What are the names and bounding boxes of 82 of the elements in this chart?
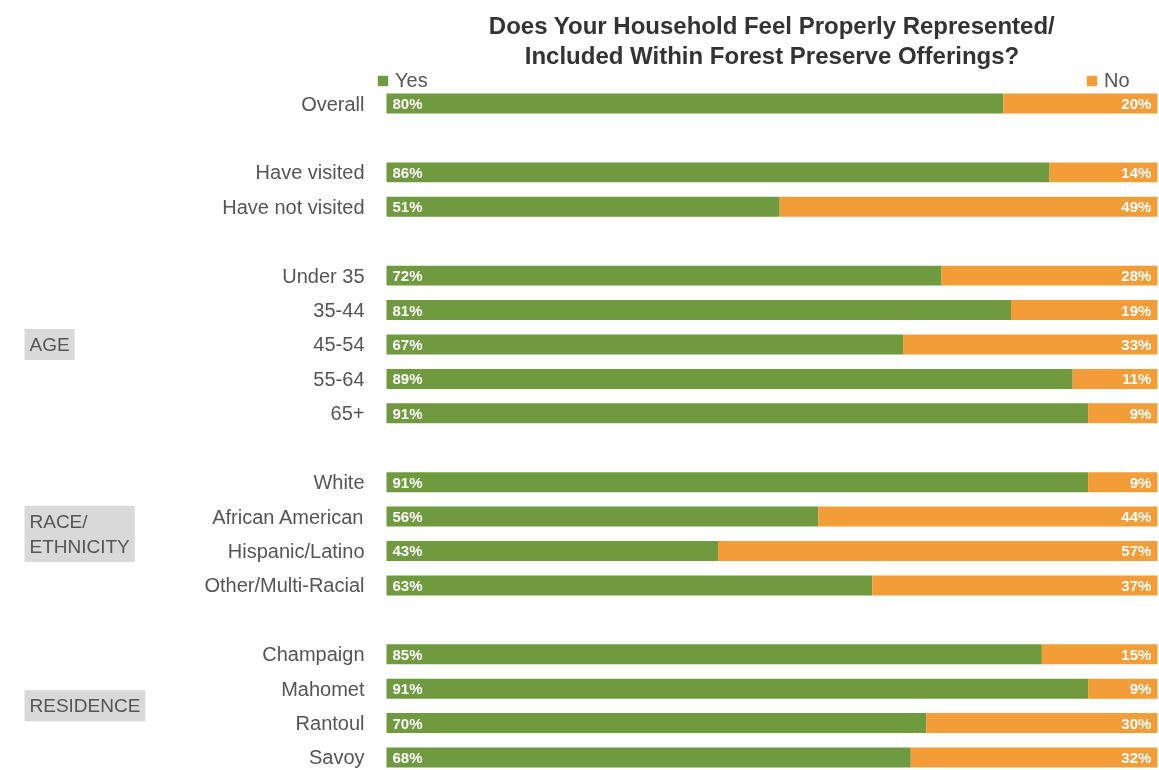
bar [386,93,1004,114]
data-label: 91% [392,404,423,422]
y-tick-label: Other/Multi-Racial [204,574,365,597]
bar [903,334,1158,355]
bar [386,300,1012,321]
text: AGE [29,333,70,355]
data-label: 57% [1121,542,1152,560]
bar [1011,300,1158,321]
data-label: 43% [392,542,423,560]
data-label: 85% [392,645,423,663]
data-label: 14% [1121,163,1152,181]
bar [386,644,1042,665]
data-label: 15% [1121,645,1152,663]
data-label: 9% [1129,680,1152,698]
y-tick-label: Champaign [262,643,365,666]
data-label: 44% [1121,508,1152,526]
data-label: 63% [392,576,423,594]
bar [386,196,780,217]
y-tick-label: Have visited [255,161,365,184]
legend-label: No [1104,69,1130,92]
y-tick-label: 65+ [330,402,365,425]
bar [386,403,1089,424]
data-label: 49% [1121,198,1152,216]
bar [386,334,904,355]
data-label: 80% [392,95,423,113]
bar [1003,93,1158,114]
bar [1049,162,1158,183]
bar [386,541,719,561]
y-tick-label: Rantoul [295,712,365,735]
data-label: 91% [392,680,423,698]
chart-title: Does Your Household Feel Properly Represented/ Included Within Forest Preserve Offerings? [488,12,1056,69]
y-tick-label: Mahomet [281,677,365,700]
data-label: 11% [1122,370,1152,388]
y-tick-label: Savoy [308,746,365,769]
data-label: 51% [392,198,423,216]
y-tick-label: White [313,471,365,494]
data-label: 81% [392,301,423,319]
y-tick-label: Hispanic/Latino [227,539,365,562]
data-label: 56% [392,508,423,526]
y-tick-label: African American [212,505,364,528]
data-label: 67% [392,335,423,353]
bar [386,678,1089,699]
bar [386,472,1089,493]
y-tick-label: Under 35 [282,264,365,287]
bar [386,713,927,734]
bar [872,575,1158,596]
data-label: 30% [1121,714,1152,732]
bar [926,713,1158,734]
y-tick-label: Have not visited [222,195,365,218]
bar [818,506,1158,527]
data-label: 20% [1121,95,1152,113]
bar [386,575,873,596]
data-label: 86% [392,163,423,181]
data-label: 19% [1121,301,1152,319]
y-tick-label: Overall [301,92,365,115]
y-tick-label: 45-54 [313,333,365,356]
data-label: 28% [1121,267,1152,285]
bar [386,162,1050,183]
text: RACE/ ETHNICITY [29,510,131,557]
bar [386,265,942,286]
bar [779,196,1158,217]
y-tick-label: 55-64 [313,367,365,390]
y-tick-label: 35-44 [313,299,365,322]
data-label: 32% [1121,748,1152,766]
bar [386,747,911,768]
data-label: 70% [392,714,423,732]
bar [718,541,1158,561]
data-label: 9% [1129,473,1152,491]
data-label: 37% [1121,576,1152,594]
bar [386,506,819,527]
text: RESIDENCE [29,695,141,717]
data-label: 91% [392,473,423,491]
data-label: 33% [1121,335,1152,353]
data-label: 9% [1129,404,1152,422]
bar [910,747,1158,768]
data-label: 68% [392,748,423,766]
bar [1041,644,1158,665]
bar [941,265,1158,286]
data-label: 72% [392,267,423,285]
legend-label: Yes [395,69,428,92]
bar [386,368,1073,389]
data-label: 89% [392,370,423,388]
